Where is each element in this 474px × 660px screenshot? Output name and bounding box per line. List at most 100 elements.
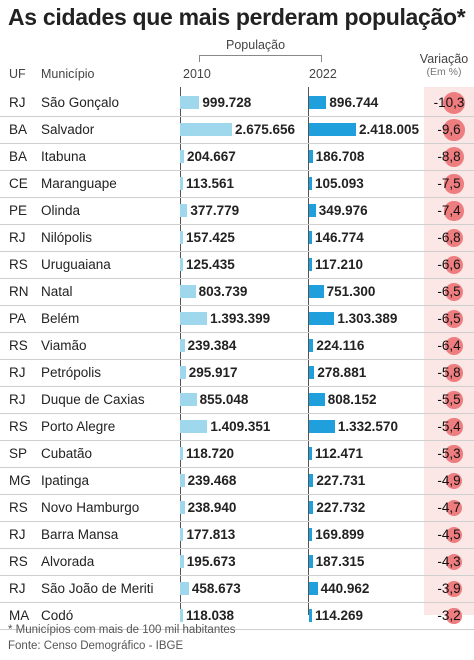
bar-2022 <box>309 555 313 568</box>
uf-cell: RJ <box>9 365 26 380</box>
value-2010: 204.667 <box>186 149 236 164</box>
variation-circle <box>444 201 464 221</box>
value-2022: 146.774 <box>315 230 364 245</box>
table-row: MA Codó 118.038 114.269 -3,2 <box>0 603 474 630</box>
variation-value: -3,2 <box>437 608 461 623</box>
uf-cell: RJ <box>9 392 26 407</box>
uf-cell: RS <box>9 500 28 515</box>
variation-value: -6,5 <box>437 284 461 299</box>
bar-2010 <box>180 285 196 298</box>
bar-2010 <box>180 177 183 190</box>
bar-2022 <box>309 285 324 298</box>
value-2010: 195.673 <box>186 554 236 569</box>
city-cell: Petrópolis <box>41 365 102 380</box>
bar-2010 <box>180 339 185 352</box>
variation-circle <box>444 282 464 302</box>
value-2010: 2.675.656 <box>235 122 296 137</box>
city-cell: Nilópolis <box>41 230 93 245</box>
bar-2010 <box>180 609 183 622</box>
bar-2022 <box>309 393 325 406</box>
table-row: RJ Petrópolis 295.917 278.881 -5,8 <box>0 360 474 387</box>
bar-2010 <box>180 231 184 244</box>
table-row: RS Alvorada 195.673 187.315 -4,3 <box>0 549 474 576</box>
value-2022: 227.731 <box>316 473 366 488</box>
bar-2022 <box>309 420 335 433</box>
uf-cell: MG <box>9 473 31 488</box>
header-variacao-unit: (Em %) <box>426 66 462 78</box>
city-cell: Viamão <box>41 338 87 353</box>
city-cell: Barra Mansa <box>41 527 119 542</box>
bar-2022 <box>309 474 314 487</box>
value-2022: 808.152 <box>327 392 377 407</box>
city-cell: Belém <box>41 311 80 326</box>
value-2010: 458.673 <box>191 581 241 596</box>
city-cell: Uruguaiana <box>41 257 111 272</box>
table-row: RS Uruguaiana 125.435 117.210 -6,6 <box>0 252 474 279</box>
table-row: RJ Duque de Caxias 855.048 808.152 -5,5 <box>0 387 474 414</box>
value-2022: 278.881 <box>317 365 367 380</box>
city-cell: Ipatinga <box>41 473 90 488</box>
bar-2010 <box>180 150 184 163</box>
variation-value: -5,4 <box>437 419 461 434</box>
bar-2010 <box>180 555 184 568</box>
bar-2022 <box>309 231 312 244</box>
variation-value: -5,5 <box>437 392 461 407</box>
variation-value: -6,6 <box>437 257 461 272</box>
city-cell: Salvador <box>41 122 95 137</box>
bar-2022 <box>309 204 316 217</box>
bar-2010 <box>180 501 185 514</box>
value-2022: 896.744 <box>329 95 379 110</box>
uf-cell: RS <box>9 554 28 569</box>
uf-cell: RN <box>9 284 29 299</box>
variation-circle <box>445 418 463 436</box>
value-2022: 349.976 <box>318 203 368 218</box>
variation-value: -4,3 <box>437 554 461 569</box>
variation-value: -10,3 <box>433 95 465 110</box>
value-2022: 440.962 <box>320 581 370 596</box>
value-2010: 1.393.399 <box>210 311 271 326</box>
table-row: RJ Barra Mansa 177.813 169.899 -4,5 <box>0 522 474 549</box>
bar-2010 <box>180 420 208 433</box>
source: Fonte: Censo Demográfico - IBGE <box>8 640 184 652</box>
header-uf: UF <box>9 67 26 81</box>
uf-cell: BA <box>9 122 28 137</box>
bar-2022 <box>309 177 312 190</box>
data-table: RJ São Gonçalo 999.728 896.744 -10,3 BA Salvad… <box>0 90 474 630</box>
variation-circle <box>444 336 464 356</box>
table-row: BA Salvador 2.675.656 2.418.005 -9,6 <box>0 117 474 144</box>
header-2010: 2010 <box>183 67 211 81</box>
table-row: RJ São João de Meriti 458.673 440.962 -3,9 <box>0 576 474 603</box>
uf-cell: MA <box>9 608 30 623</box>
value-2022: 117.210 <box>315 257 364 272</box>
table-row: RS Viamão 239.384 224.116 -6,4 <box>0 333 474 360</box>
uf-cell: RJ <box>9 230 26 245</box>
uf-cell: RJ <box>9 95 26 110</box>
table-row: PA Belém 1.393.399 1.303.389 -6,5 <box>0 306 474 333</box>
city-cell: Natal <box>41 284 73 299</box>
uf-cell: RJ <box>9 581 26 596</box>
city-cell: São João de Meriti <box>41 581 154 596</box>
variation-circle <box>444 309 464 329</box>
value-2022: 114.269 <box>315 608 364 623</box>
header-variacao: Variação (Em %) <box>415 53 473 79</box>
header-municipio: Município <box>41 67 95 81</box>
variation-value: -6,5 <box>437 311 461 326</box>
bar-2022 <box>309 447 312 460</box>
variation-circle <box>444 228 464 248</box>
value-2022: 2.418.005 <box>358 122 420 137</box>
uf-cell: RS <box>9 257 28 272</box>
value-2010: 239.468 <box>187 473 237 488</box>
value-2022: 105.093 <box>315 176 364 191</box>
value-2010: 125.435 <box>186 257 235 272</box>
value-2010: 118.038 <box>186 608 235 623</box>
table-row: RJ Nilópolis 157.425 146.774 -6,8 <box>0 225 474 252</box>
city-cell: Novo Hamburgo <box>41 500 140 515</box>
city-cell: São Gonçalo <box>41 95 120 110</box>
variation-value: -8,8 <box>437 149 461 164</box>
bar-2022 <box>309 582 318 595</box>
bar-2010 <box>180 258 183 271</box>
footnote: * Municípios com mais de 100 mil habitan… <box>8 624 236 636</box>
variation-circle <box>444 255 464 275</box>
variation-circle <box>446 581 462 597</box>
bar-2010 <box>180 474 185 487</box>
